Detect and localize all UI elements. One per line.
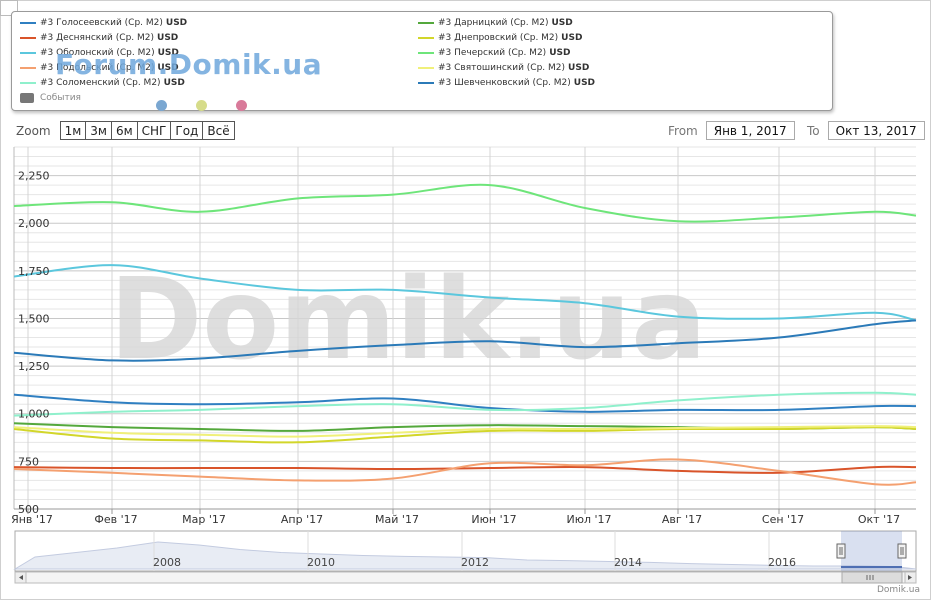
legend-item-unit: USD: [163, 78, 185, 88]
legend-item-label: #3 Голосеевский (Ср. M2): [40, 18, 163, 28]
zoom-button-4[interactable]: СНГ: [136, 121, 172, 140]
event-dot-icon[interactable]: [156, 100, 167, 111]
legend-swatch-icon: [418, 82, 434, 84]
legend-swatch-icon: [20, 82, 36, 84]
zoom-button-3[interactable]: 6м: [110, 121, 138, 140]
event-dot-icon[interactable]: [196, 100, 207, 111]
legend-item-label: #3 Шевченковский (Ср. M2): [438, 78, 571, 88]
zoom-button-2[interactable]: 3м: [85, 121, 112, 140]
legend-item-1[interactable]: #3 Голосеевский (Ср. M2) USD: [20, 16, 187, 30]
legend-swatch-icon: [418, 67, 434, 69]
legend-swatch-icon: [20, 67, 36, 69]
legend-item-unit: USD: [549, 48, 571, 58]
legend-swatch-icon: [418, 52, 434, 54]
range-to-input[interactable]: Окт 13, 2017: [827, 121, 925, 140]
legend-item-label: #3 Оболонский (Ср. M2): [40, 48, 155, 58]
zoom-button-5[interactable]: Год: [170, 121, 204, 140]
range-from-input[interactable]: Янв 1, 2017: [705, 121, 795, 140]
legend-swatch-icon: [20, 22, 36, 24]
legend-item-8[interactable]: #3 Печерский (Ср. M2) USD: [418, 46, 570, 60]
legend-item-label: #3 Днепровский (Ср. M2): [438, 33, 559, 43]
legend-item-10[interactable]: #3 Шевченковский (Ср. M2) USD: [418, 76, 595, 90]
range-from: From Янв 1, 2017: [668, 121, 795, 140]
range-from-label: From: [668, 123, 698, 138]
legend-swatch-icon: [20, 52, 36, 54]
legend-swatch-icon: [20, 37, 36, 39]
events-swatch-icon: [20, 93, 34, 103]
zoom-bar: Zoom 1м 3м 6м СНГ Год Всё: [16, 121, 235, 140]
legend-item-2[interactable]: #3 Деснянский (Ср. M2) USD: [20, 31, 178, 45]
legend-item-unit: USD: [561, 33, 583, 43]
event-dot-icon[interactable]: [236, 100, 247, 111]
legend-item-7[interactable]: #3 Днепровский (Ср. M2) USD: [418, 31, 582, 45]
legend-item-label: #3 Дарницкий (Ср. M2): [438, 18, 549, 28]
legend-item-unit: USD: [157, 33, 179, 43]
legend-item-5[interactable]: #3 Соломенский (Ср. M2) USD: [20, 76, 185, 90]
legend-swatch-icon: [418, 22, 434, 24]
legend-item-3[interactable]: #3 Оболонский (Ср. M2) USD: [20, 46, 179, 60]
legend-item-label: #3 Святошинский (Ср. M2): [438, 63, 566, 73]
legend-item-4[interactable]: #3 Подольский (Ср. M2) USD: [20, 61, 179, 75]
legend-item-label: #3 Деснянский (Ср. M2): [40, 33, 155, 43]
legend-item-label: #3 Печерский (Ср. M2): [438, 48, 547, 58]
range-to-label: To: [807, 123, 820, 138]
legend-item-unit: USD: [573, 78, 596, 88]
legend-item-label: #3 Подольский (Ср. M2): [40, 63, 155, 73]
legend-item-unit: USD: [165, 18, 188, 28]
legend-events-label: События: [40, 93, 81, 103]
legend-item-9[interactable]: #3 Святошинский (Ср. M2) USD: [418, 61, 589, 75]
legend-item-label: #3 Соломенский (Ср. M2): [40, 78, 161, 88]
legend-swatch-icon: [418, 37, 434, 39]
legend: #3 Голосеевский (Ср. M2) USD #3 Деснянский…: [11, 11, 833, 111]
zoom-button-6[interactable]: Всё: [202, 121, 235, 140]
legend-item-unit: USD: [551, 18, 573, 28]
legend-item-unit: USD: [157, 48, 179, 58]
legend-item-6[interactable]: #3 Дарницкий (Ср. M2) USD: [418, 16, 573, 30]
legend-item-unit: USD: [157, 63, 179, 73]
zoom-label: Zoom: [16, 123, 51, 138]
forum-watermark: Forum.Domik.ua: [55, 48, 323, 81]
legend-item-unit: USD: [568, 63, 590, 73]
legend-item-events[interactable]: События: [20, 91, 81, 105]
zoom-button-1[interactable]: 1м: [59, 121, 87, 140]
credit-text: Domik.ua: [877, 585, 920, 595]
range-to: To Окт 13, 2017: [807, 121, 925, 140]
